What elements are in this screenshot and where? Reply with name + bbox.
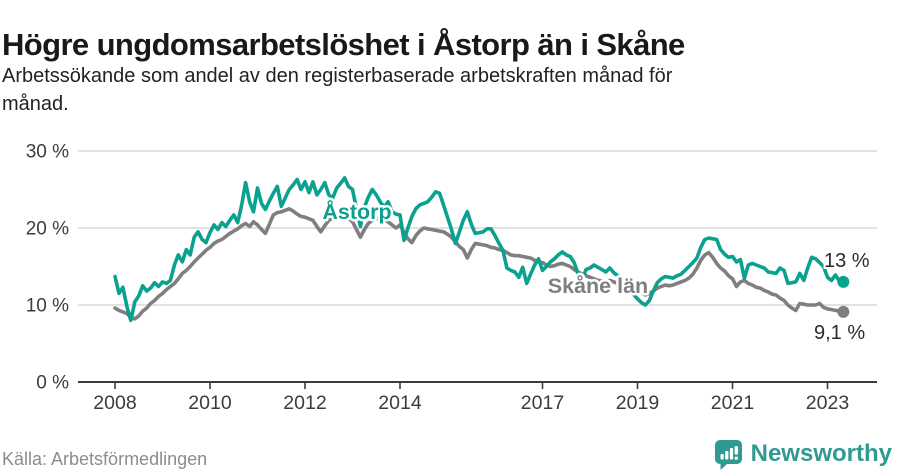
x-axis-tick-label: 2010 <box>188 392 232 414</box>
series-line-astorp <box>113 176 846 323</box>
page-title: Högre ungdomsarbetslöshet i Åstorp än i … <box>2 26 685 62</box>
newsworthy-wordmark: Newsworthy <box>750 440 892 467</box>
series-end-dot <box>837 275 850 288</box>
series-end-value-label: 9,1 % <box>814 322 865 344</box>
series-end-dot <box>837 305 850 318</box>
chart-subtitle-line1: Arbetssökande som andel av den registerb… <box>2 65 673 87</box>
series-label-skane: Skåne län <box>548 274 648 298</box>
x-axis-tick-label: 2017 <box>521 392 564 414</box>
newsworthy-pin-icon <box>714 440 742 470</box>
x-axis-tick-label: 2012 <box>283 392 326 414</box>
y-axis-tick-label: 30 % <box>26 142 69 163</box>
chart-subtitle: Arbetssökande som andel av den registerb… <box>2 62 842 119</box>
series-line-skane <box>113 207 846 321</box>
series-end-value-label: 13 % <box>824 250 870 272</box>
x-axis-tick-label: 2023 <box>806 392 849 414</box>
x-axis-tick-label: 2021 <box>711 392 754 414</box>
y-axis-tick-label: 10 % <box>26 296 69 317</box>
x-axis-tick-label: 2008 <box>93 392 136 414</box>
chart-subtitle-line2: månad. <box>2 93 69 116</box>
y-axis-tick-label: 20 % <box>26 219 69 240</box>
newsworthy-logo[interactable]: Newsworthy <box>712 438 892 470</box>
series-label-astorp: Åstorp <box>322 198 391 224</box>
x-axis-tick-label: 2019 <box>616 392 659 414</box>
y-axis-tick-label: 0 % <box>36 373 69 394</box>
source-note: Källa: Arbetsförmedlingen <box>2 449 208 469</box>
x-axis-tick-label: 2014 <box>378 392 422 414</box>
